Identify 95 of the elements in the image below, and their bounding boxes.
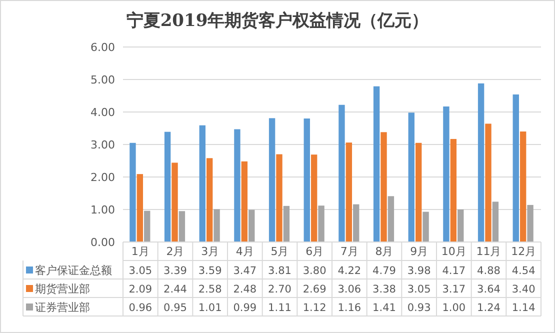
bar (346, 142, 352, 242)
bar (380, 132, 387, 242)
x-tick-label: 6月 (306, 245, 324, 258)
data-label: 3.81 (268, 265, 292, 277)
data-label: 1.41 (372, 302, 396, 314)
data-label: 2.09 (128, 284, 152, 296)
y-tick-label: 6.00 (90, 41, 115, 54)
y-tick-label: 0.00 (90, 236, 115, 249)
data-label: 0.95 (164, 302, 187, 314)
data-label: 3.80 (302, 265, 326, 277)
data-label: 2.44 (164, 284, 188, 296)
data-label: 0.99 (233, 302, 257, 314)
data-label: 3.05 (407, 284, 431, 296)
x-tick-label: 3月 (201, 245, 220, 258)
y-tick-label: 1.00 (90, 204, 115, 216)
data-label: 2.48 (233, 284, 257, 296)
data-label: 3.05 (128, 265, 152, 277)
x-tick-label: 11月 (476, 245, 502, 258)
data-label: 2.70 (268, 284, 292, 296)
bar (234, 129, 240, 242)
bar (304, 118, 310, 242)
bar (283, 206, 290, 242)
data-label: 3.39 (164, 265, 187, 277)
legend-label: 客户保证金总额 (35, 264, 112, 277)
bar (443, 106, 450, 242)
data-label: 1.11 (268, 302, 292, 314)
bar (248, 210, 255, 242)
chart-title: 宁夏2019年期货客户权益情况（亿元） (126, 11, 429, 31)
data-label: 1.12 (302, 302, 326, 314)
data-label: 3.59 (198, 265, 222, 277)
data-label: 3.98 (407, 265, 431, 277)
data-label: 3.64 (477, 284, 501, 296)
legend-label: 期货营业部 (35, 282, 90, 296)
bar (415, 142, 422, 242)
bar (512, 94, 519, 242)
bar (144, 210, 150, 242)
data-label: 2.58 (198, 284, 222, 296)
y-tick-label: 4.00 (90, 106, 115, 119)
data-label: 4.54 (512, 265, 536, 277)
bar (422, 212, 429, 242)
data-label: 4.17 (442, 265, 466, 277)
data-label: 1.00 (442, 302, 466, 314)
bar (338, 104, 345, 242)
bar (172, 162, 178, 242)
data-label: 2.69 (302, 284, 326, 296)
bar (199, 125, 206, 242)
data-label: 4.79 (372, 265, 396, 277)
bar (164, 132, 171, 242)
data-label: 1.24 (477, 302, 501, 314)
x-tick-label: 5月 (270, 245, 289, 258)
bar (520, 132, 526, 242)
data-label: 3.47 (233, 265, 257, 277)
data-label: 1.16 (338, 302, 362, 314)
bar (485, 124, 492, 242)
bar (136, 174, 144, 242)
legend-label: 证券营业部 (35, 301, 90, 314)
bar (214, 209, 220, 242)
bar (276, 154, 282, 242)
x-tick-label: 7月 (340, 245, 358, 258)
data-label: 3.38 (372, 284, 396, 296)
x-tick-label: 8月 (375, 245, 394, 258)
bar (241, 161, 248, 242)
data-label: 1.14 (512, 302, 536, 314)
bar (492, 202, 499, 242)
x-tick-label: 4月 (236, 245, 254, 258)
bar (206, 158, 213, 242)
x-tick-label: 9月 (410, 245, 428, 258)
x-tick-label: 10月 (441, 245, 466, 258)
bar (527, 204, 534, 242)
data-label: 3.17 (442, 284, 466, 296)
y-tick-label: 5.00 (90, 74, 115, 86)
x-tick-label: 2月 (166, 245, 184, 258)
data-label: 1.01 (198, 302, 222, 314)
x-tick-label: 1月 (131, 245, 150, 258)
y-tick-label: 2.00 (90, 171, 115, 184)
bar (130, 142, 136, 242)
bar (478, 83, 484, 242)
bar (408, 112, 414, 242)
bar (268, 118, 276, 242)
bar (458, 210, 464, 242)
bar (450, 138, 457, 242)
bar (318, 206, 324, 242)
y-tick-label: 3.00 (90, 138, 115, 152)
data-label: 0.96 (128, 302, 152, 314)
data-label: 3.40 (512, 284, 536, 296)
bar (388, 196, 394, 242)
data-label: 4.22 (338, 265, 362, 277)
bar (353, 204, 360, 242)
data-label: 4.88 (477, 265, 500, 277)
x-tick-label: 12月 (511, 245, 536, 258)
data-label: 3.06 (338, 284, 362, 296)
data-label: 0.93 (407, 302, 431, 314)
bar (178, 211, 186, 242)
bar (310, 154, 318, 242)
bar (373, 86, 380, 242)
